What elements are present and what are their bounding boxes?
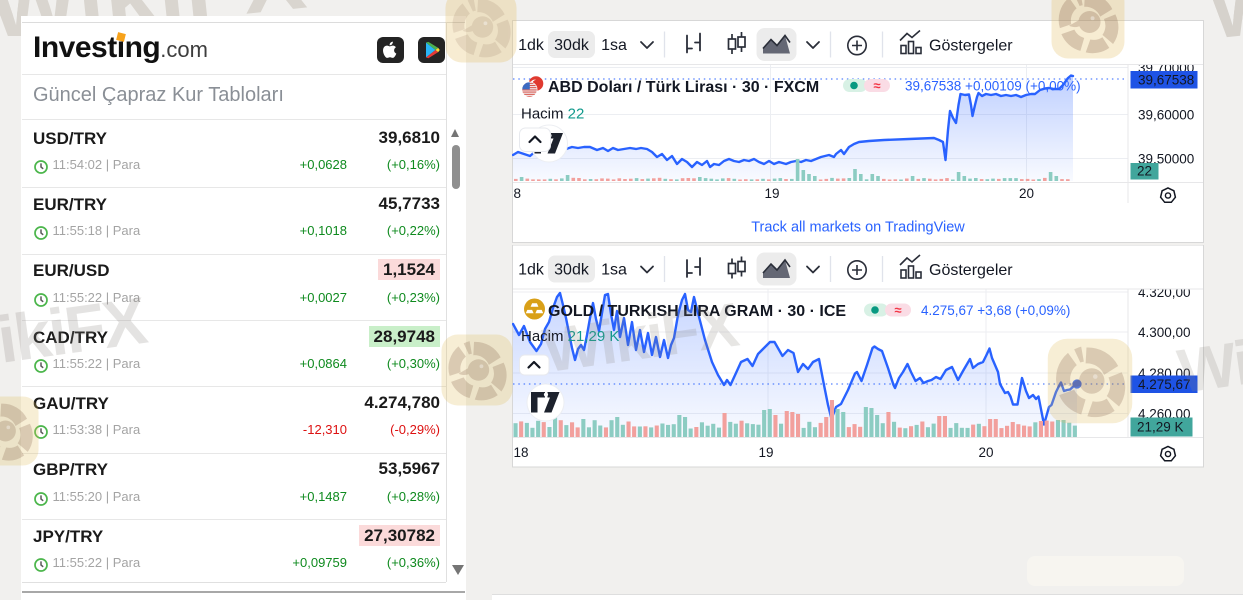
svg-text:30dk: 30dk <box>554 37 590 54</box>
svg-text:1dk: 1dk <box>518 262 545 279</box>
svg-text:20: 20 <box>1019 186 1034 201</box>
svg-text:19: 19 <box>758 445 773 460</box>
svg-text:39,50000: 39,50000 <box>1138 152 1194 167</box>
svg-text:4.275,67 +3,68 (+0,09%): 4.275,67 +3,68 (+0,09%) <box>921 303 1070 318</box>
svg-text:21,29 K: 21,29 K <box>1137 420 1184 435</box>
svg-text:1dk: 1dk <box>518 37 545 54</box>
svg-text:39,60000: 39,60000 <box>1138 108 1194 123</box>
svg-text:Göstergeler: Göstergeler <box>929 38 1013 55</box>
svg-text:22: 22 <box>1137 164 1152 179</box>
svg-text:19: 19 <box>764 186 779 201</box>
svg-text:1sa: 1sa <box>601 37 627 54</box>
svg-text:39,67538 +0,00109 (+0,00%): 39,67538 +0,00109 (+0,00%) <box>905 79 1081 94</box>
svg-text:GOLD / TURKISH LIRA GRAM · 30: GOLD / TURKISH LIRA GRAM · 30 · ICE <box>548 303 846 320</box>
svg-text:4.300,00: 4.300,00 <box>1138 325 1191 340</box>
svg-text:Göstergeler: Göstergeler <box>929 262 1013 279</box>
svg-text:Track all markets on TradingVi: Track all markets on TradingView <box>751 220 965 236</box>
svg-text:39,67538: 39,67538 <box>1138 73 1194 88</box>
svg-text:30dk: 30dk <box>554 262 590 279</box>
svg-text:Hacim 22: Hacim 22 <box>521 106 584 123</box>
svg-text:8: 8 <box>514 186 522 201</box>
svg-text:≈: ≈ <box>873 78 880 93</box>
svg-text:4.275,67: 4.275,67 <box>1138 377 1191 392</box>
svg-text:≈: ≈ <box>894 303 901 318</box>
svg-text:18: 18 <box>514 445 529 460</box>
svg-text:Hacim 21,29 K: Hacim 21,29 K <box>521 328 619 345</box>
svg-text:ABD Doları / Türk Lirası · 30: ABD Doları / Türk Lirası · 30 · FXCM <box>548 79 819 96</box>
svg-text:1sa: 1sa <box>601 262 627 279</box>
svg-text:20: 20 <box>978 445 993 460</box>
